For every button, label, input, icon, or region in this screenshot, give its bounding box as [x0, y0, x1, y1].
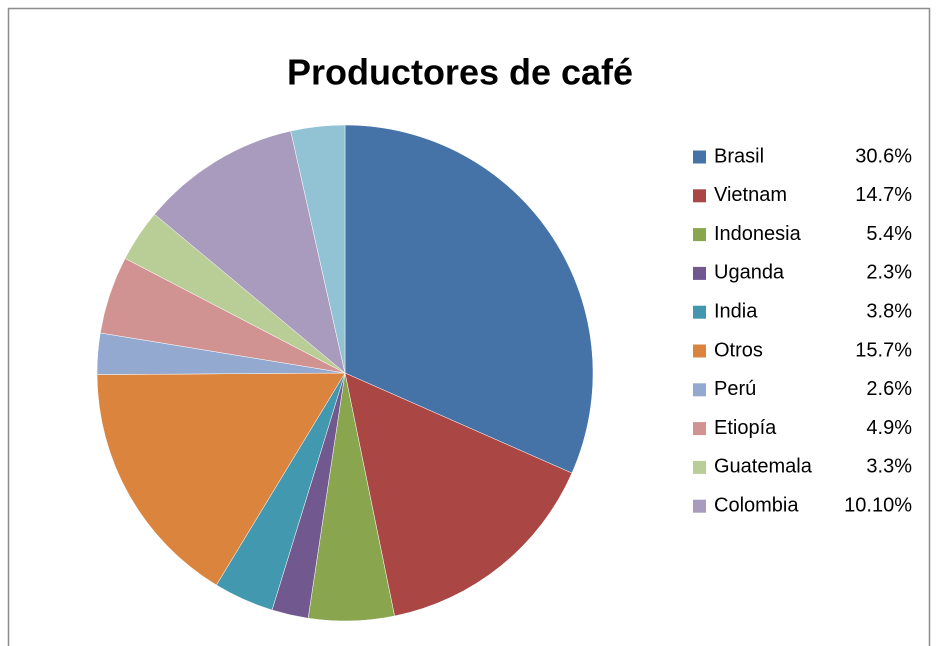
chart-title: Productores de café: [287, 52, 633, 93]
legend-value: 30.6%: [855, 145, 912, 167]
legend-label: Etiopía: [714, 417, 777, 439]
legend-swatch: [693, 422, 706, 436]
pie-slice: [344, 372, 573, 617]
legend-value: 3.8%: [866, 300, 912, 322]
legend-label: Vietnam: [714, 184, 787, 206]
legend-swatch: [693, 499, 706, 513]
legend-value: 10.10%: [844, 494, 912, 516]
legend-label: Guatemala: [714, 456, 813, 478]
legend-label: Perú: [714, 378, 756, 400]
legend-value: 15.7%: [855, 339, 912, 361]
legend-value: 5.4%: [866, 223, 912, 245]
legend-label: Uganda: [714, 262, 785, 284]
legend-value: 14.7%: [855, 184, 912, 206]
pie-slice: [154, 130, 346, 374]
legend-swatch: [693, 383, 706, 397]
legend-swatch: [693, 460, 706, 474]
legend-value: 4.9%: [866, 417, 912, 439]
legend-value: 2.6%: [866, 378, 912, 400]
legend-label: Indonesia: [714, 223, 802, 245]
pie-slice: [344, 124, 594, 474]
legend-swatch: [693, 344, 706, 358]
legend-label: Otros: [714, 339, 763, 361]
legend-swatch: [693, 305, 706, 319]
pie-slice: [96, 372, 346, 586]
legend-swatch: [693, 228, 706, 242]
legend-value: 3.3%: [866, 456, 912, 478]
legend-swatch: [693, 189, 706, 203]
legend-value: 2.3%: [866, 262, 912, 284]
pie-slice: [290, 124, 346, 374]
legend-swatch: [693, 150, 706, 164]
legend-label: India: [714, 300, 758, 322]
legend-label: Brasil: [714, 145, 764, 167]
legend-label: Colombia: [714, 494, 799, 516]
legend-swatch: [693, 266, 706, 280]
